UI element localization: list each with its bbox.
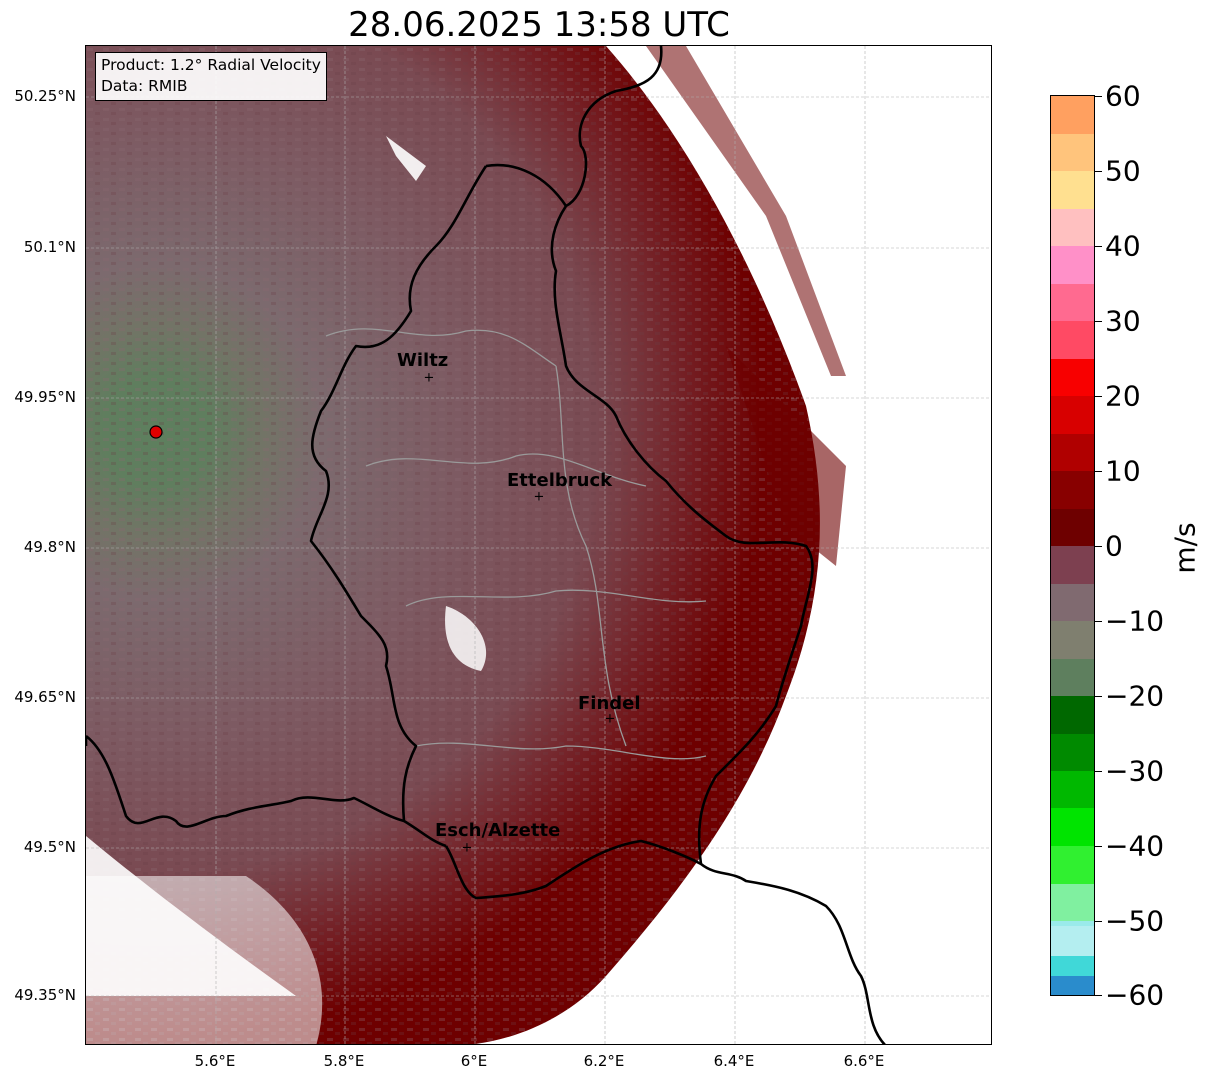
- map-frame[interactable]: [85, 45, 992, 1045]
- city-marker-findel: +: [604, 711, 616, 727]
- info-box: Product: 1.2° Radial Velocity Data: RMIB: [95, 52, 327, 101]
- colorbar-unit-label: m/s: [1168, 522, 1202, 574]
- lat-label-50-25: 50.25°N: [14, 87, 76, 105]
- cb-tickmark: [1095, 846, 1102, 847]
- product-label: Product: 1.2° Radial Velocity: [101, 56, 321, 74]
- cb-tick-minus-50: −50: [1105, 904, 1165, 938]
- cb-tickmark: [1095, 96, 1102, 97]
- cb-tickmark: [1095, 995, 1102, 996]
- radar-echo-field: [86, 46, 846, 1044]
- cb-tick-50: 50: [1105, 154, 1141, 188]
- velocity-colorbar: [1050, 95, 1095, 996]
- city-marker-wiltz: +: [423, 370, 435, 386]
- lon-label-5-6: 5.6°E: [194, 1052, 236, 1070]
- cb-tick-minus-20: −20: [1105, 679, 1165, 713]
- lat-label-49-5: 49.5°N: [23, 838, 76, 856]
- lat-label-50-1: 50.1°N: [23, 238, 76, 256]
- cb-tick-60: 60: [1105, 79, 1141, 113]
- cb-tickmark: [1095, 696, 1102, 697]
- cb-tickmark: [1095, 246, 1102, 247]
- cb-tickmark: [1095, 171, 1102, 172]
- lat-label-49-35: 49.35°N: [14, 986, 76, 1004]
- cb-tickmark: [1095, 546, 1102, 547]
- lon-label-5-8: 5.8°E: [323, 1052, 365, 1070]
- cb-tick-minus-60: −60: [1105, 978, 1165, 1012]
- lat-label-49-95: 49.95°N: [14, 388, 76, 406]
- city-label-wiltz: Wiltz: [397, 350, 449, 371]
- cb-tickmark: [1095, 621, 1102, 622]
- country-borders: [86, 46, 887, 1044]
- lon-label-6-2: 6.2°E: [583, 1052, 625, 1070]
- radar-velocity-map[interactable]: [86, 46, 992, 1045]
- city-label-esch-alzette: Esch/Alzette: [435, 820, 561, 841]
- city-marker-esch-alzette: +: [461, 840, 473, 856]
- lon-label-6: 6°E: [460, 1052, 488, 1070]
- radar-site-marker: [149, 425, 163, 439]
- data-source-label: Data: RMIB: [101, 77, 188, 95]
- cb-tick-30: 30: [1105, 304, 1141, 338]
- city-marker-ettelbruck: +: [533, 489, 545, 505]
- canton-borders: [325, 328, 707, 760]
- lat-label-49-65: 49.65°N: [14, 688, 76, 706]
- lon-label-6-4: 6.4°E: [713, 1052, 755, 1070]
- colorbar-swatches: [1051, 96, 1094, 995]
- cb-tickmark: [1095, 771, 1102, 772]
- cb-tickmark: [1095, 921, 1102, 922]
- city-label-findel: Findel: [578, 693, 641, 714]
- cb-tick-40: 40: [1105, 229, 1141, 263]
- cb-tick-minus-30: −30: [1105, 754, 1165, 788]
- city-label-ettelbruck: Ettelbruck: [507, 470, 613, 491]
- cb-tickmark: [1095, 471, 1102, 472]
- cb-tick-10: 10: [1105, 454, 1141, 488]
- cb-tick-0: 0: [1105, 529, 1123, 563]
- lat-label-49-8: 49.8°N: [23, 538, 76, 556]
- map-title: 28.06.2025 13:58 UTC: [348, 5, 730, 45]
- lon-label-6-6: 6.6°E: [843, 1052, 885, 1070]
- cb-tick-20: 20: [1105, 379, 1141, 413]
- cb-tick-minus-10: −10: [1105, 604, 1165, 638]
- cb-tick-minus-40: −40: [1105, 829, 1165, 863]
- cb-tickmark: [1095, 396, 1102, 397]
- cb-tickmark: [1095, 321, 1102, 322]
